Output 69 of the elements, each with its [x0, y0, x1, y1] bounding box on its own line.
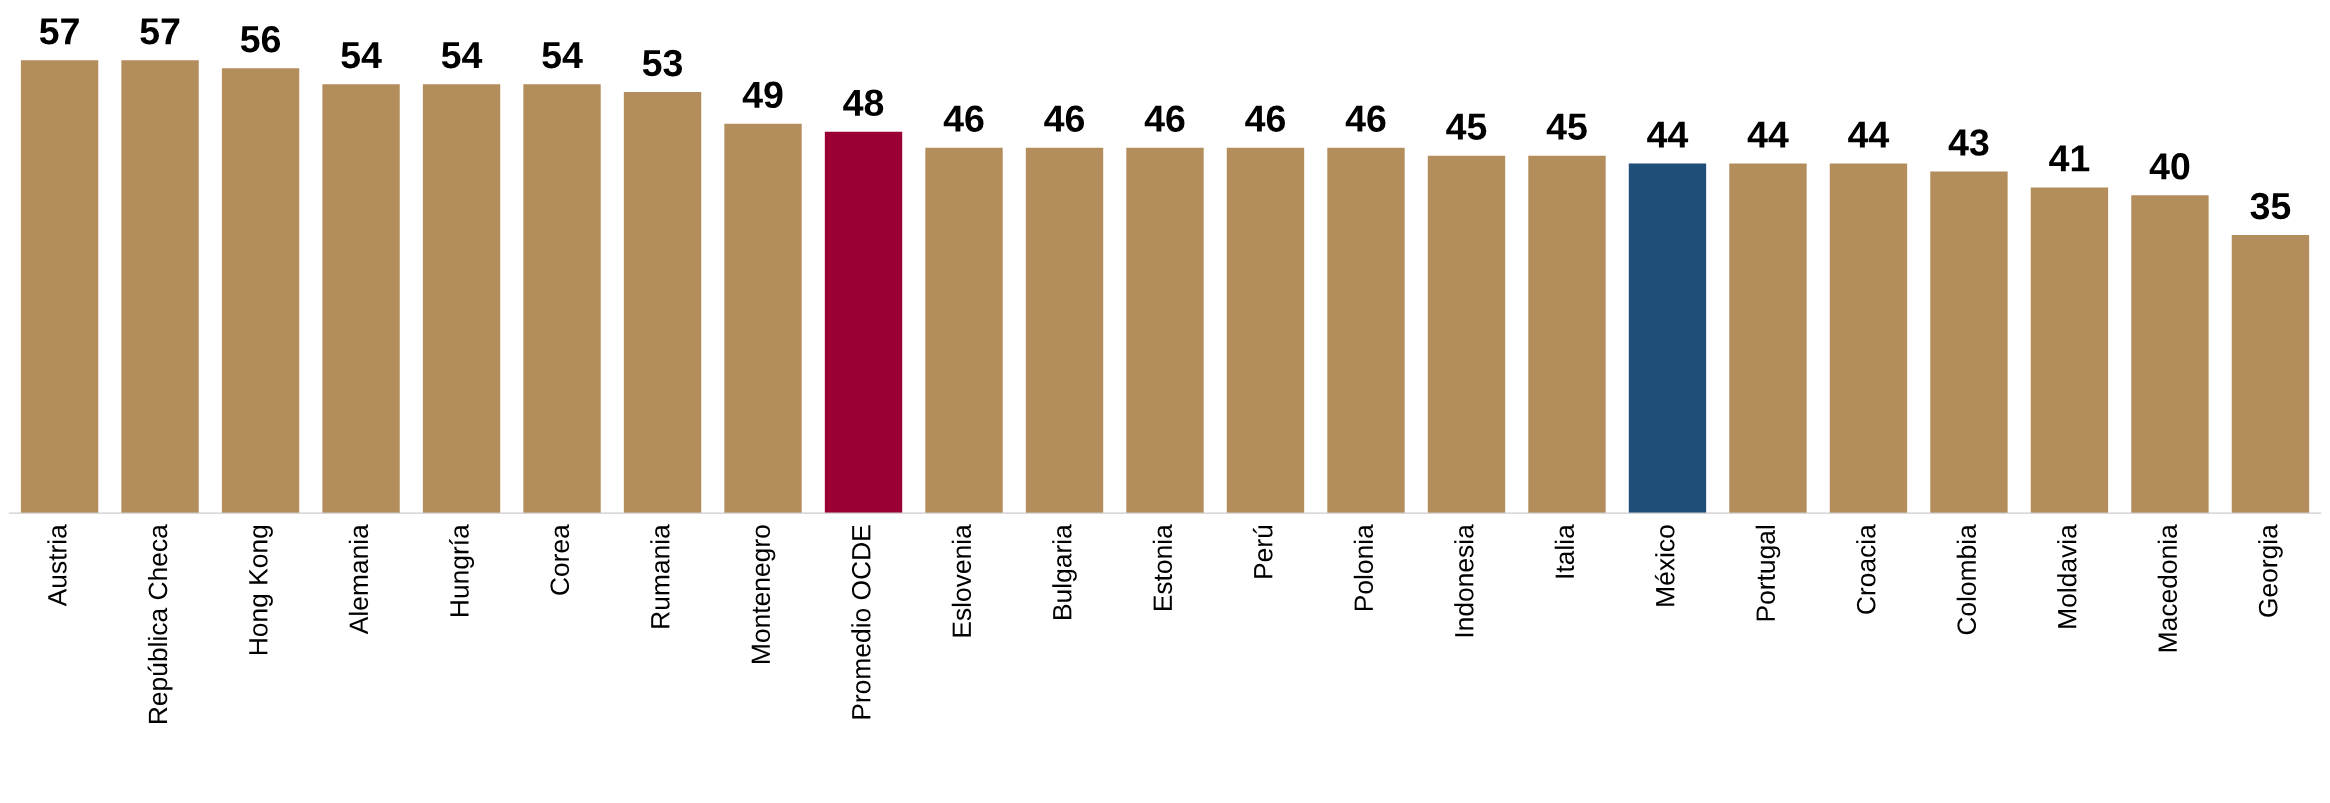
data-label: 48: [843, 89, 884, 117]
data-label: 54: [441, 42, 483, 69]
x-tick-label: Eslovenia: [951, 524, 972, 637]
data-label: 49: [742, 81, 783, 109]
x-tick-label: Italia: [1554, 524, 1575, 578]
data-label: 41: [2049, 145, 2090, 172]
bar: [1126, 147, 1204, 514]
x-tick-label: Moldavia: [2057, 524, 2077, 628]
data-label: 40: [2149, 153, 2190, 180]
bar: [1025, 147, 1104, 514]
data-label: 54: [542, 42, 583, 69]
x-tick-label: Portugal: [1755, 525, 1781, 621]
bar: [1628, 163, 1707, 514]
bar: [422, 84, 501, 514]
x-tick-label: Hong Kong: [249, 525, 273, 655]
bar: [1729, 163, 1807, 514]
data-label: 57: [39, 18, 79, 45]
x-tick-label: Montenegro: [751, 525, 776, 663]
bar: [1930, 171, 2008, 514]
data-label: 35: [2250, 192, 2291, 220]
x-tick-label: Hungría: [449, 524, 474, 616]
bar: [1829, 163, 1908, 514]
bar: [221, 68, 300, 514]
bar: [322, 84, 400, 514]
data-label: 45: [1446, 113, 1487, 140]
data-label: 53: [642, 49, 683, 77]
bar: [1427, 155, 1506, 514]
bar: [1528, 155, 1606, 514]
bar: [623, 92, 702, 514]
data-label: 43: [1948, 129, 1989, 156]
data-label: 45: [1546, 113, 1587, 140]
x-tick-label: Austria: [47, 524, 67, 607]
data-label: 46: [943, 105, 984, 132]
x-tick-label: Macedonia: [2157, 524, 2178, 652]
x-tick-label: Estonia: [1152, 524, 1173, 611]
bar: [925, 147, 1003, 514]
bar: [20, 60, 99, 514]
bar: [1226, 147, 1305, 514]
x-tick-label: Promedio OCDE: [851, 525, 871, 719]
x-tick-label: México: [1654, 525, 1675, 606]
data-label: 44: [1747, 121, 1789, 148]
x-tick-label: Alemania: [348, 524, 369, 635]
bar: [1327, 147, 1405, 514]
data-label: 56: [240, 25, 281, 53]
data-label: 57: [140, 18, 180, 45]
x-tick-label: Polonia: [1353, 524, 1374, 611]
bar: [2131, 195, 2209, 514]
x-tick-label: Rumania: [650, 524, 670, 628]
x-tick-label: Perú: [1252, 525, 1273, 578]
bar: [824, 131, 903, 514]
bar: [121, 60, 199, 514]
x-tick-label: Corea: [550, 524, 570, 595]
data-label: 44: [1647, 121, 1689, 148]
bar: [724, 123, 802, 514]
x-tick-label: Bulgaria: [1052, 524, 1077, 619]
data-label: 46: [1144, 105, 1185, 132]
x-tick-label: Indonesia: [1454, 524, 1474, 637]
data-label: 44: [1848, 121, 1890, 148]
x-tick-label: Croacia: [1856, 524, 1876, 614]
data-label: 54: [341, 42, 382, 69]
x-tick-label: Colombia: [1956, 524, 1977, 635]
bar: [2231, 235, 2310, 514]
bar: [523, 84, 601, 514]
x-tick-label: Georgia: [2258, 524, 2283, 617]
x-tick-label: República Checa: [147, 524, 173, 724]
data-label: 46: [1345, 105, 1386, 132]
bar: [2030, 187, 2109, 514]
data-label: 46: [1245, 105, 1285, 132]
data-label: 46: [1044, 105, 1085, 132]
